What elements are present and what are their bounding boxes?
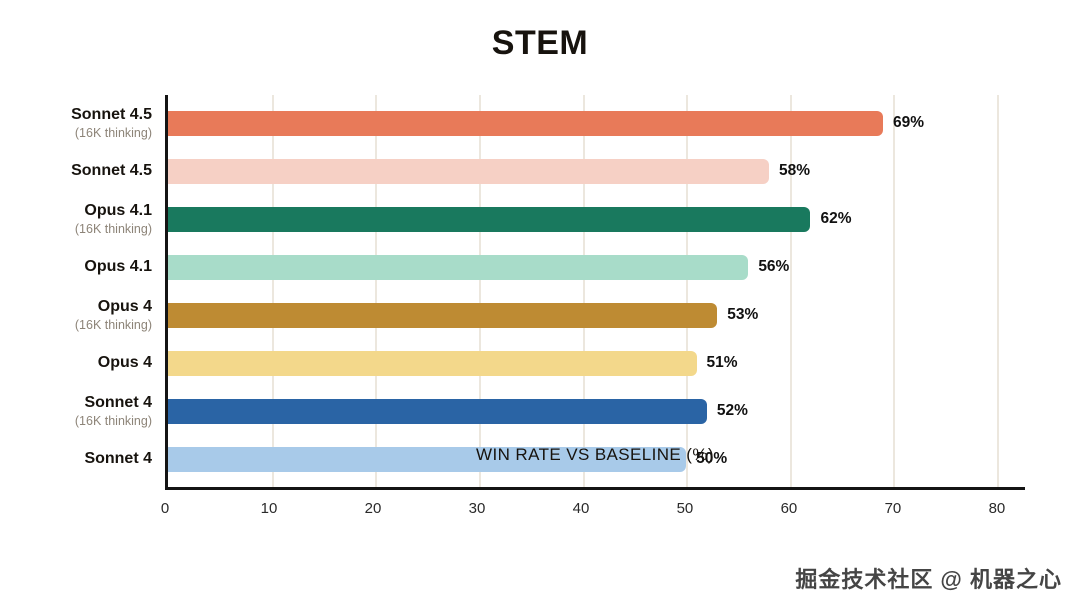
x-tick-label: 40 [572,500,590,517]
gridline [997,95,1000,487]
bar-label: Sonnet 4 (16K thinking) [0,394,152,429]
bar-row: Sonnet 4.5 58% [71,148,1025,194]
bar-value-label: 50% [696,450,728,467]
x-tick-label: 50 [676,500,694,517]
bar-label-sub: (16K thinking) [74,126,152,140]
bar-label: Opus 4 [0,354,152,372]
bar-value-label: 69% [893,114,925,131]
x-tick-label: 60 [780,500,798,517]
bar-row: Sonnet 4.5 (16K thinking) 69% [71,100,1025,146]
x-tick-label: 30 [468,500,486,517]
gridline [478,95,481,487]
bar [168,302,718,328]
plot-area: Sonnet 4.5 (16K thinking) 69% Sonnet 4.5 58%… [71,95,1025,490]
x-tick-label: 70 [884,500,902,517]
bar-label-main: Opus 4 [97,353,152,371]
gridline [375,95,378,487]
bar-label-main: Opus 4.1 [84,201,152,219]
bar-chart: Sonnet 4.5 (16K thinking) 69% Sonnet 4.5 58%… [71,95,1025,517]
x-axis-ticks: 0 10 20 30 40 50 60 70 80 [161,500,1025,520]
bar-value-label: 56% [758,258,790,275]
bar-label: Sonnet 4.5 (16K thinking) [0,106,152,141]
bar-label: Opus 4.1 (16K thinking) [0,202,152,237]
bar-label-main: Sonnet 4.5 [71,105,152,123]
bar-label-sub: (16K thinking) [74,318,152,332]
gridline [686,95,689,487]
chart-title: STEM [491,24,589,62]
bar-label-sub: (16K thinking) [74,414,152,428]
bar-label-main: Opus 4.1 [84,257,152,275]
bar-row: Opus 4 (16K thinking) 53% [75,292,1025,338]
bar-rows: Sonnet 4.5 (16K thinking) 69% Sonnet 4.5 58%… [71,95,1025,487]
gridline [582,95,585,487]
bar-row: Sonnet 4 50% [84,436,1025,482]
bar-value-label: 52% [716,402,748,419]
gridline [893,95,896,487]
bar-value-label: 53% [727,306,759,323]
x-tick-label: 10 [260,500,278,517]
x-tick-label: 80 [988,500,1006,517]
bar-label-main: Sonnet 4 [84,393,152,411]
bar [168,398,707,424]
gridline [271,95,274,487]
bar-label-main: Opus 4 [97,297,152,315]
x-axis-label: WIN RATE VS BASELINE (%) [476,445,714,464]
bar [168,254,749,280]
bar-label: Opus 4 (16K thinking) [0,298,152,333]
bar-label: Sonnet 4 [0,450,152,468]
bar-row: Opus 4.1 (16K thinking) 62% [75,196,1025,242]
gridline [789,95,792,487]
x-tick-label: 20 [364,500,382,517]
bar-row: Opus 4 51% [98,340,1025,386]
bar-value-label: 62% [820,210,852,227]
bar [168,158,770,184]
bar-label: Opus 4.1 [0,258,152,276]
bar-value-label: 58% [779,162,811,179]
watermark-text: 掘金技术社区 @ 机器之心 [795,567,1062,592]
bar [168,206,811,232]
x-tick-label: 0 [160,500,170,517]
bar-label-main: Sonnet 4.5 [71,161,152,179]
bar-label-main: Sonnet 4 [84,449,152,467]
bar [168,110,884,136]
bar-row: Opus 4.1 56% [84,244,1025,290]
bar-label: Sonnet 4.5 [0,162,152,180]
bar-row: Sonnet 4 (16K thinking) 52% [75,388,1025,434]
bar [168,446,687,472]
bar-label-sub: (16K thinking) [74,222,152,236]
bar-value-label: 51% [706,354,738,371]
bar [168,350,697,376]
